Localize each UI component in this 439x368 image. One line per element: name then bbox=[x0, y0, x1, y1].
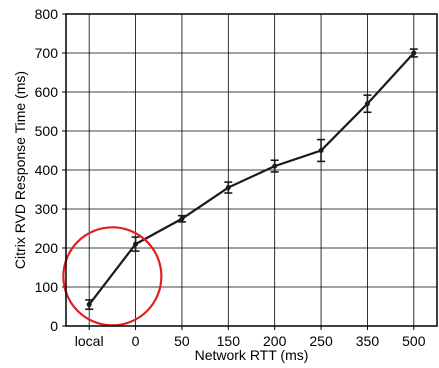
x-axis: local 0 50 150 200 250 350 500 bbox=[75, 326, 426, 349]
plot-frame bbox=[65, 13, 438, 327]
highlight-circle bbox=[62, 226, 163, 327]
x-tick-label: local bbox=[75, 333, 104, 349]
data-point bbox=[318, 148, 324, 153]
y-tick-label: 700 bbox=[35, 45, 59, 61]
data-point bbox=[86, 302, 92, 308]
y-axis-title: Citrix RVD Response Time (ms) bbox=[12, 71, 28, 269]
x-tick-label: 350 bbox=[356, 333, 380, 349]
x-tick-label: 500 bbox=[402, 333, 426, 349]
data-point bbox=[225, 185, 231, 191]
x-tick-label: 200 bbox=[263, 333, 287, 349]
annotations bbox=[62, 226, 163, 327]
series-line bbox=[88, 52, 415, 306]
x-tick-label: 0 bbox=[132, 333, 140, 349]
x-axis-title: Network RTT (ms) bbox=[195, 347, 309, 363]
data-point bbox=[411, 50, 417, 56]
y-tick-label: 400 bbox=[35, 162, 59, 178]
y-tick-label: 800 bbox=[35, 6, 59, 22]
data-point bbox=[272, 163, 278, 169]
data-point bbox=[179, 216, 185, 222]
y-tick-label: 0 bbox=[50, 318, 58, 334]
series bbox=[85, 48, 418, 311]
x-tick-label: 50 bbox=[174, 333, 190, 349]
y-tick-label: 600 bbox=[35, 84, 59, 100]
data-point bbox=[133, 241, 139, 247]
x-tick-label: 250 bbox=[309, 333, 333, 349]
x-tick-label: 150 bbox=[217, 333, 241, 349]
grid bbox=[66, 13, 437, 327]
y-tick-label: 500 bbox=[35, 123, 59, 139]
y-tick-label: 100 bbox=[35, 279, 59, 295]
y-tick-label: 300 bbox=[35, 201, 59, 217]
data-point bbox=[364, 101, 370, 107]
y-axis: 0 100 200 300 400 500 600 700 800 bbox=[35, 6, 66, 334]
y-tick-label: 200 bbox=[35, 240, 59, 256]
